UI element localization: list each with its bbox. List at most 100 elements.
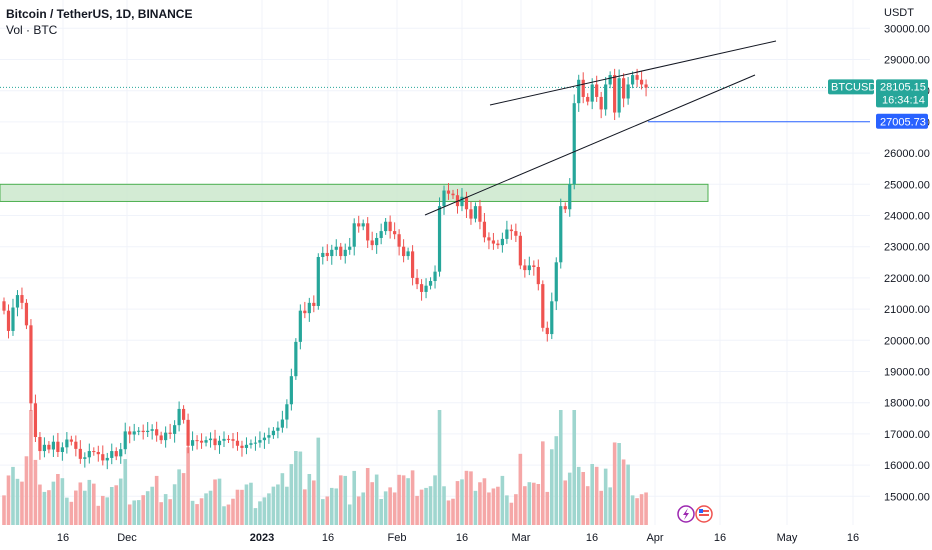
volume-bar bbox=[576, 466, 581, 525]
volume-bar bbox=[567, 472, 572, 525]
time-tick-label: 16 bbox=[586, 532, 598, 544]
volume-bar bbox=[635, 498, 639, 525]
candle-body bbox=[78, 448, 82, 459]
volume-bar bbox=[2, 495, 6, 525]
candle-body bbox=[321, 252, 325, 257]
volume-bar bbox=[626, 464, 630, 525]
candle-body bbox=[527, 265, 531, 271]
volume-bar bbox=[370, 482, 374, 525]
volume-bar bbox=[127, 504, 132, 525]
volume-bar bbox=[235, 489, 240, 525]
volume-bar bbox=[29, 410, 33, 525]
volume-bar bbox=[249, 482, 253, 525]
volume-bar bbox=[473, 490, 478, 525]
volume-bar bbox=[527, 482, 532, 525]
candle-body bbox=[199, 440, 204, 443]
volume-bar bbox=[150, 486, 154, 525]
symbol-title[interactable]: Bitcoin / TetherUS, 1D, BINANCE bbox=[6, 7, 193, 21]
candle-body bbox=[96, 451, 100, 455]
volume-bar bbox=[496, 486, 500, 525]
flag-stripe bbox=[699, 514, 709, 516]
lower-trendline[interactable] bbox=[424, 74, 756, 216]
volume-bar bbox=[141, 495, 145, 525]
candle-body bbox=[361, 223, 365, 227]
candle-body bbox=[464, 196, 469, 210]
candle-body bbox=[15, 295, 20, 308]
candle-body bbox=[150, 429, 154, 431]
candle-body bbox=[83, 457, 87, 459]
candle-body bbox=[217, 440, 222, 446]
candle-body bbox=[622, 78, 626, 99]
volume-bar bbox=[325, 496, 330, 525]
candle-body bbox=[473, 206, 478, 219]
volume-bar bbox=[585, 486, 590, 525]
volume-bar bbox=[419, 489, 424, 525]
volume-bar bbox=[379, 499, 383, 525]
candle-body bbox=[213, 438, 217, 446]
time-tick-label: 16 bbox=[847, 532, 859, 544]
flag-canton bbox=[699, 509, 703, 513]
candle-body bbox=[20, 295, 24, 303]
volume-bar bbox=[51, 481, 56, 525]
volume-bar bbox=[442, 486, 446, 525]
volume-bar bbox=[298, 451, 303, 525]
candle-body bbox=[164, 432, 168, 441]
candle-body bbox=[568, 184, 572, 210]
volume-bar bbox=[401, 475, 406, 525]
candle-body bbox=[397, 234, 401, 247]
volume-bar bbox=[24, 456, 29, 525]
candle-body bbox=[325, 252, 329, 257]
candle-body bbox=[541, 284, 545, 328]
lightning-glyph bbox=[683, 508, 689, 520]
volume-bar bbox=[487, 492, 491, 525]
upper-trendline[interactable] bbox=[489, 40, 777, 106]
volume-bar bbox=[123, 459, 128, 525]
candle-body bbox=[330, 249, 334, 257]
volume-bar bbox=[199, 498, 204, 525]
volume-bar bbox=[92, 483, 96, 525]
candle-body bbox=[74, 441, 78, 449]
volume-bar bbox=[244, 484, 249, 525]
candle-body bbox=[276, 427, 280, 431]
event-icons[interactable] bbox=[677, 505, 713, 523]
candle-body bbox=[114, 451, 118, 457]
candle-body bbox=[536, 266, 540, 285]
volume-bar bbox=[424, 487, 428, 525]
price-tick-label: 21000.00 bbox=[884, 304, 930, 316]
time-axis[interactable]: 16 Dec 2023 16 Feb 16 Mar 16 Apr 16 May 16 bbox=[57, 532, 859, 544]
candle-body bbox=[92, 451, 96, 453]
volume-bar bbox=[505, 495, 509, 525]
volume-bar bbox=[177, 469, 181, 525]
volume-bar bbox=[217, 478, 222, 525]
volume-bar bbox=[491, 488, 496, 525]
volume-bar bbox=[554, 436, 559, 525]
candle-body bbox=[509, 229, 513, 232]
volume-bar bbox=[280, 473, 285, 525]
volume-bar bbox=[74, 490, 78, 525]
time-tick-label: 16 bbox=[714, 532, 726, 544]
volume-bar bbox=[603, 468, 608, 525]
candle-body bbox=[581, 79, 585, 97]
time-tick-label: 16 bbox=[456, 532, 468, 544]
candle-body bbox=[222, 438, 226, 441]
symbol-tag bbox=[828, 79, 874, 95]
price-tick-label: 24000.00 bbox=[884, 211, 930, 223]
last-price-tag-box bbox=[876, 79, 928, 108]
volume-bar bbox=[56, 474, 60, 525]
volume-bar bbox=[464, 470, 469, 525]
price-tick-label: 30000.00 bbox=[884, 23, 930, 35]
volume-bar bbox=[500, 475, 505, 525]
volume-bar bbox=[532, 482, 536, 525]
candle-body bbox=[298, 310, 302, 342]
volume-bar bbox=[83, 490, 87, 525]
volume-bar bbox=[406, 478, 410, 525]
price-tick-label: 23000.00 bbox=[884, 242, 930, 254]
volume-bar bbox=[181, 473, 186, 525]
support-zone[interactable] bbox=[0, 183, 709, 202]
candle-body bbox=[626, 84, 630, 99]
volume-legend[interactable]: Vol · BTC bbox=[6, 23, 58, 37]
candle-body bbox=[123, 431, 127, 450]
candle-body bbox=[204, 440, 208, 443]
candle-body bbox=[559, 206, 563, 263]
